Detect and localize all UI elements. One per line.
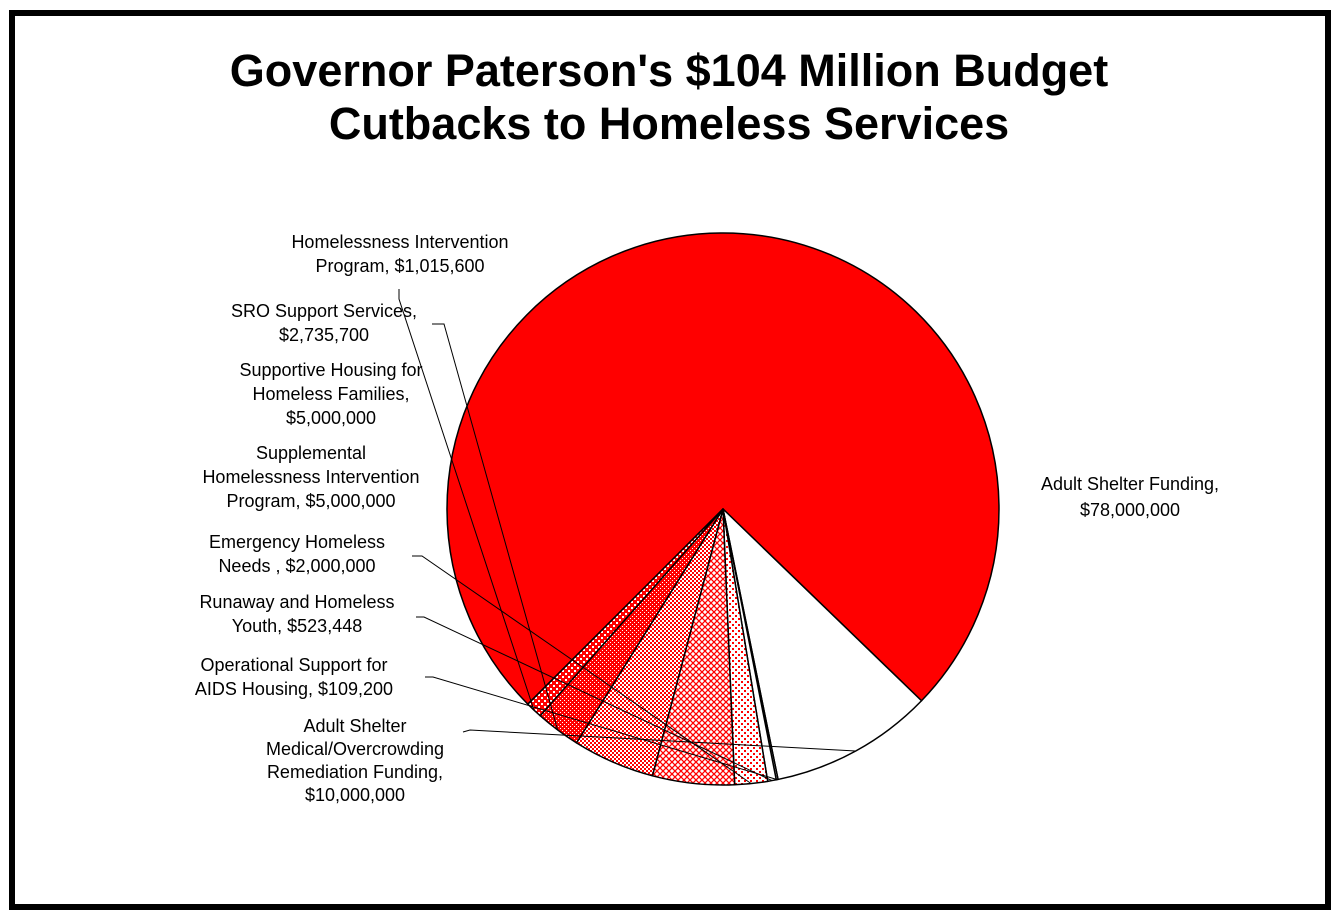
slice-label-line: Adult Shelter Funding, [1041, 474, 1219, 494]
slice-label-line: SRO Support Services, [231, 301, 417, 321]
slice-label-adult-shelter-medical-overcrowding-remediation-funding: Adult Shelter Medical/Overcrowding Remedia… [266, 716, 444, 805]
slice-label-line: Program, $5,000,000 [226, 491, 395, 511]
pie-slice-homelessness-intervention-program [527, 508, 724, 717]
leader-line-homelessness-intervention-program [398, 289, 535, 711]
leader-line-runaway-and-homeless-youth [416, 616, 773, 782]
slice-label-line: $5,000,000 [286, 408, 376, 428]
slice-label-line: Homeless Families, [252, 384, 409, 404]
slice-label-line: Homelessness Intervention [202, 467, 419, 487]
slice-label-line: AIDS Housing, $109,200 [195, 679, 393, 699]
slice-label-emergency-homeless-needs: Emergency Homeless Needs , $2,000,000 [209, 532, 385, 576]
slice-label-homelessness-intervention-program: Homelessness Intervention Program, $1,015… [291, 232, 508, 276]
leader-line-adult-shelter-medical-overcrowding-remediation-funding [462, 729, 856, 752]
slice-label-supplemental-homelessness-intervention-program: Supplemental Homelessness Intervention Pro… [202, 443, 419, 511]
slice-label-line: Runaway and Homeless [199, 592, 394, 612]
slice-label-line: Program, $1,015,600 [315, 256, 484, 276]
slice-label-line: Supportive Housing for [239, 360, 422, 380]
pie-slice-adult-shelter-medical-overcrowding-remediation-funding [722, 508, 923, 781]
slice-label-line: Emergency Homeless [209, 532, 385, 552]
slice-label-line: Adult Shelter [303, 716, 406, 736]
slice-label-runaway-and-homeless-youth: Runaway and Homeless Youth, $523,448 [199, 592, 394, 636]
slice-label-line: Youth, $523,448 [232, 616, 362, 636]
chart-title: Governor Paterson's $104 Million Budget … [0, 44, 1338, 150]
slice-label-line: Supplemental [256, 443, 366, 463]
chart-title-line-1: Governor Paterson's $104 Million Budget [229, 45, 1109, 96]
leader-line-operational-support-for-aids-housing [425, 676, 778, 781]
slice-label-line: $10,000,000 [305, 785, 405, 805]
slice-label-supportive-housing-for-homeless-families: Supportive Housing for Homeless Families,… [239, 360, 422, 428]
slice-label-line: $2,735,700 [279, 325, 369, 345]
chart-title-line-2: Cutbacks to Homeless Services [328, 98, 1010, 149]
pie-slices [446, 232, 1000, 786]
slice-label-line: $78,000,000 [1080, 500, 1180, 520]
leader-line-emergency-homeless-needs [412, 555, 752, 785]
slice-label-line: Operational Support for [200, 655, 387, 675]
slice-label-line: Medical/Overcrowding [266, 739, 444, 759]
slice-label-adult-shelter-funding: Adult Shelter Funding, $78,000,000 [1041, 474, 1219, 520]
slice-label-line: Needs , $2,000,000 [218, 556, 375, 576]
slice-label-sro-support-services: SRO Support Services, $2,735,700 [231, 301, 417, 345]
slice-label-line: Homelessness Intervention [291, 232, 508, 252]
slice-label-operational-support-for-aids-housing: Operational Support for AIDS Housing, $10… [195, 655, 393, 699]
leader-line-sro-support-services [432, 323, 559, 731]
leader-lines [398, 289, 856, 785]
pie-slice-adult-shelter-funding [446, 232, 1000, 705]
slice-label-line: Remediation Funding, [267, 762, 443, 782]
